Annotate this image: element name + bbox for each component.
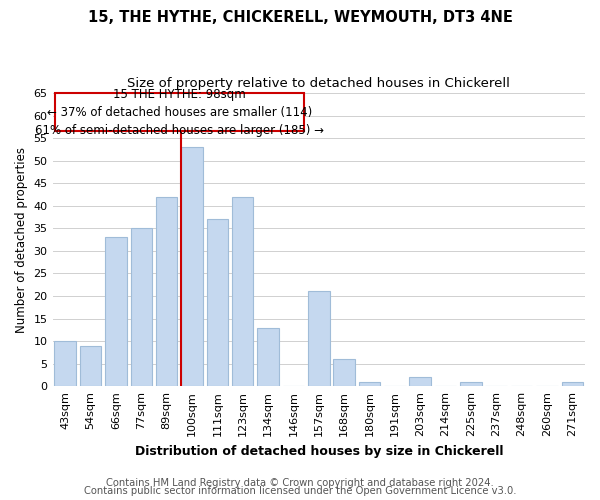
Bar xyxy=(131,228,152,386)
Bar xyxy=(409,377,431,386)
Text: 15, THE HYTHE, CHICKERELL, WEYMOUTH, DT3 4NE: 15, THE HYTHE, CHICKERELL, WEYMOUTH, DT3… xyxy=(88,10,512,25)
Bar xyxy=(308,292,329,386)
Bar xyxy=(55,341,76,386)
Bar xyxy=(156,197,178,386)
FancyBboxPatch shape xyxy=(55,93,304,132)
Text: Contains public sector information licensed under the Open Government Licence v3: Contains public sector information licen… xyxy=(84,486,516,496)
Text: 15 THE HYTHE: 98sqm
← 37% of detached houses are smaller (114)
61% of semi-detac: 15 THE HYTHE: 98sqm ← 37% of detached ho… xyxy=(35,88,324,136)
Bar xyxy=(232,197,253,386)
Bar xyxy=(181,147,203,386)
X-axis label: Distribution of detached houses by size in Chickerell: Distribution of detached houses by size … xyxy=(134,444,503,458)
Bar xyxy=(562,382,583,386)
Bar xyxy=(359,382,380,386)
Bar xyxy=(80,346,101,386)
Bar xyxy=(334,359,355,386)
Bar xyxy=(105,238,127,386)
Title: Size of property relative to detached houses in Chickerell: Size of property relative to detached ho… xyxy=(127,78,510,90)
Bar xyxy=(460,382,482,386)
Bar xyxy=(206,220,228,386)
Bar xyxy=(257,328,279,386)
Text: Contains HM Land Registry data © Crown copyright and database right 2024.: Contains HM Land Registry data © Crown c… xyxy=(106,478,494,488)
Y-axis label: Number of detached properties: Number of detached properties xyxy=(15,146,28,332)
